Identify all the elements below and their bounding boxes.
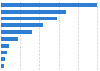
Bar <box>1 3 97 7</box>
Bar <box>1 44 9 48</box>
Bar <box>1 10 66 13</box>
Bar <box>1 17 57 20</box>
Bar <box>1 58 5 61</box>
Bar <box>1 64 4 68</box>
Bar <box>1 30 32 34</box>
Bar <box>1 37 18 41</box>
Bar <box>1 23 43 27</box>
Bar <box>1 51 7 54</box>
